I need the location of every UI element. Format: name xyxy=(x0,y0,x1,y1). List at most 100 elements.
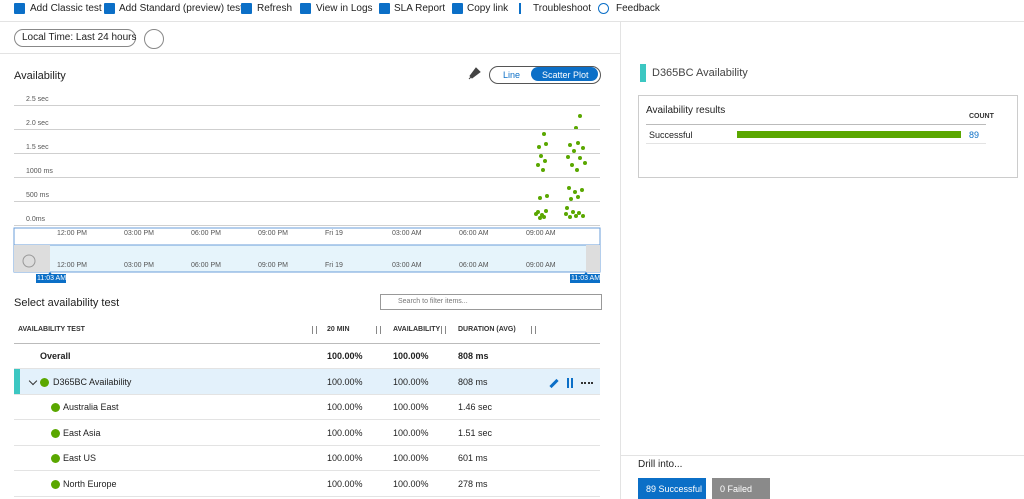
search-box[interactable] xyxy=(380,294,602,310)
brush-frame xyxy=(13,227,601,246)
grid-line xyxy=(14,153,600,154)
result-bar xyxy=(737,131,961,138)
column-header[interactable]: 20 MIN xyxy=(327,326,350,333)
row-divider xyxy=(14,368,600,369)
toggle-line[interactable]: Line xyxy=(503,70,521,80)
pin-icon[interactable] xyxy=(468,67,481,80)
brush-handle-left[interactable] xyxy=(14,245,50,272)
status-ok xyxy=(51,428,60,438)
column-header[interactable]: AVAILABILITY TEST xyxy=(18,326,85,333)
x-tick-label: Fri 19 xyxy=(325,230,343,237)
x-tick-label: 06:00 AM xyxy=(459,230,489,237)
brush-tick-label: 09:00 AM xyxy=(526,262,556,269)
row-divider xyxy=(14,393,600,395)
toolbar-item[interactable]: View in Logs xyxy=(316,3,373,14)
grid-line xyxy=(14,201,600,202)
selected-row[interactable] xyxy=(14,369,600,394)
test-name[interactable]: East Asia xyxy=(63,427,101,438)
test-name: Overall xyxy=(40,351,71,361)
x-tick-label: 06:00 PM xyxy=(191,230,221,237)
y-tick-label: 2.5 sec xyxy=(26,96,49,103)
sort-icon xyxy=(376,326,381,334)
search-placeholder[interactable]: Search to filter items... xyxy=(398,298,468,305)
cell: 100.00% xyxy=(393,351,429,361)
toolbar-icon xyxy=(104,3,115,14)
test-name[interactable]: D365BC Availability xyxy=(53,376,132,387)
row-divider xyxy=(14,419,600,421)
result-count[interactable]: 89 xyxy=(969,130,980,140)
cell: 100.00% xyxy=(393,402,429,413)
table-title: Select availability test xyxy=(14,297,120,309)
toolbar-item[interactable]: Copy link xyxy=(467,3,509,14)
row-accent xyxy=(14,369,20,394)
brush-area xyxy=(13,244,601,273)
test-name[interactable]: North Europe xyxy=(63,479,117,489)
status-ok xyxy=(51,454,60,464)
brush-handle-right[interactable] xyxy=(586,245,600,272)
successful-button[interactable] xyxy=(638,478,706,499)
x-tick-label: 03:00 AM xyxy=(392,230,422,237)
cell: 100.00% xyxy=(393,376,429,387)
side-title: D365BC Availability xyxy=(652,67,748,79)
divider xyxy=(14,343,600,344)
grid-line xyxy=(14,129,600,130)
toolbar-item[interactable]: Feedback xyxy=(616,3,660,14)
failed-button[interactable] xyxy=(712,478,770,499)
y-tick-label: 2.0 sec xyxy=(26,120,49,127)
pause-icon xyxy=(567,377,573,388)
cell: 100.00% xyxy=(327,453,363,464)
y-tick-label: 1000 ms xyxy=(26,168,53,175)
brush-tick-label: 09:00 PM xyxy=(258,262,288,269)
filter-button[interactable] xyxy=(144,29,164,49)
brush-label-bg xyxy=(570,274,600,283)
column-header[interactable]: DURATION (AVG) xyxy=(458,326,516,333)
time-filter-label[interactable]: Local Time: Last 24 hours xyxy=(22,32,137,43)
cell: 100.00% xyxy=(327,427,363,438)
time-filter-pill[interactable] xyxy=(14,29,136,47)
x-tick-label: 03:00 PM xyxy=(124,230,154,237)
test-name[interactable]: Australia East xyxy=(63,402,119,413)
cell: 808 ms xyxy=(458,376,488,387)
more-icon xyxy=(581,381,593,386)
divider xyxy=(646,143,986,144)
cell: 100.00% xyxy=(327,402,363,413)
toolbar-item[interactable]: Add Classic test xyxy=(30,3,102,14)
grid-line xyxy=(14,177,600,178)
failed-button-label[interactable]: 0 Failed xyxy=(720,484,753,494)
toggle-scatter[interactable]: Scatter Plot xyxy=(542,70,589,80)
x-tick-label: 09:00 AM xyxy=(526,230,556,237)
test-name[interactable]: East US xyxy=(63,453,97,464)
successful-button-label[interactable]: 89 Successful xyxy=(646,484,703,494)
cell: 100.00% xyxy=(393,453,429,464)
divider xyxy=(646,124,986,125)
reset-icon[interactable] xyxy=(22,254,36,268)
cell: 278 ms xyxy=(458,479,488,489)
brush-tick-label: 03:00 AM xyxy=(392,262,422,269)
y-tick-label: 1.5 sec xyxy=(26,144,49,151)
row-divider xyxy=(14,444,600,446)
divider xyxy=(0,53,620,54)
brush-tick-label: 06:00 AM xyxy=(459,262,489,269)
row-divider xyxy=(14,496,600,497)
view-toggle[interactable] xyxy=(489,66,601,84)
toolbar-item[interactable]: SLA Report xyxy=(394,3,446,14)
y-tick-label: 0.0ms xyxy=(26,216,46,223)
sort-icon xyxy=(441,326,446,334)
cell: 100.00% xyxy=(393,479,429,489)
chart-svg xyxy=(13,67,601,283)
toolbar-icon xyxy=(519,3,524,14)
title-accent xyxy=(640,64,646,82)
toolbar-icon xyxy=(598,3,609,14)
row-divider xyxy=(14,470,600,472)
toolbar-item[interactable]: Troubleshoot xyxy=(533,3,591,14)
toolbar-item[interactable]: Add Standard (preview) test xyxy=(119,3,243,14)
result-label: Successful xyxy=(649,130,693,140)
column-header[interactable]: AVAILABILITY xyxy=(393,326,441,333)
toolbar-item[interactable]: Refresh xyxy=(257,3,293,14)
chart-title: Availability xyxy=(14,70,66,82)
divider xyxy=(620,455,1024,456)
toolbar-icon xyxy=(452,3,463,14)
x-tick-label: 12:00 PM xyxy=(57,230,87,237)
brush-tick-label: 03:00 PM xyxy=(124,262,154,269)
brush-end-label: 11:03 AM xyxy=(571,275,601,282)
